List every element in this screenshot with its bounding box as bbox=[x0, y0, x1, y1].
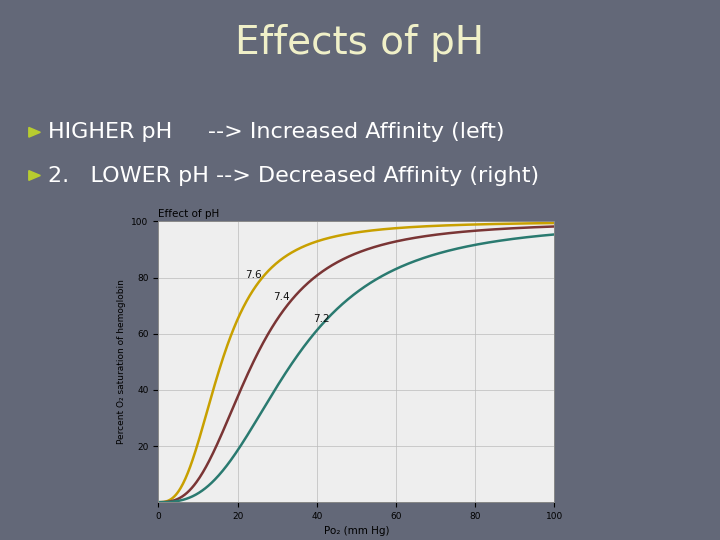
Text: 7.6: 7.6 bbox=[246, 269, 262, 280]
Text: HIGHER pH     --> Increased Affinity (left): HIGHER pH --> Increased Affinity (left) bbox=[48, 122, 504, 143]
X-axis label: Po₂ (mm Hg): Po₂ (mm Hg) bbox=[324, 526, 389, 536]
Text: Effect of pH: Effect of pH bbox=[158, 209, 220, 219]
Y-axis label: Percent O₂ saturation of hemoglobin: Percent O₂ saturation of hemoglobin bbox=[117, 279, 126, 444]
Text: 7.2: 7.2 bbox=[313, 314, 330, 325]
Text: Effects of pH: Effects of pH bbox=[235, 24, 485, 62]
Text: 2.   LOWER pH --> Decreased Affinity (right): 2. LOWER pH --> Decreased Affinity (righ… bbox=[48, 165, 539, 186]
Text: 7.4: 7.4 bbox=[274, 292, 290, 302]
